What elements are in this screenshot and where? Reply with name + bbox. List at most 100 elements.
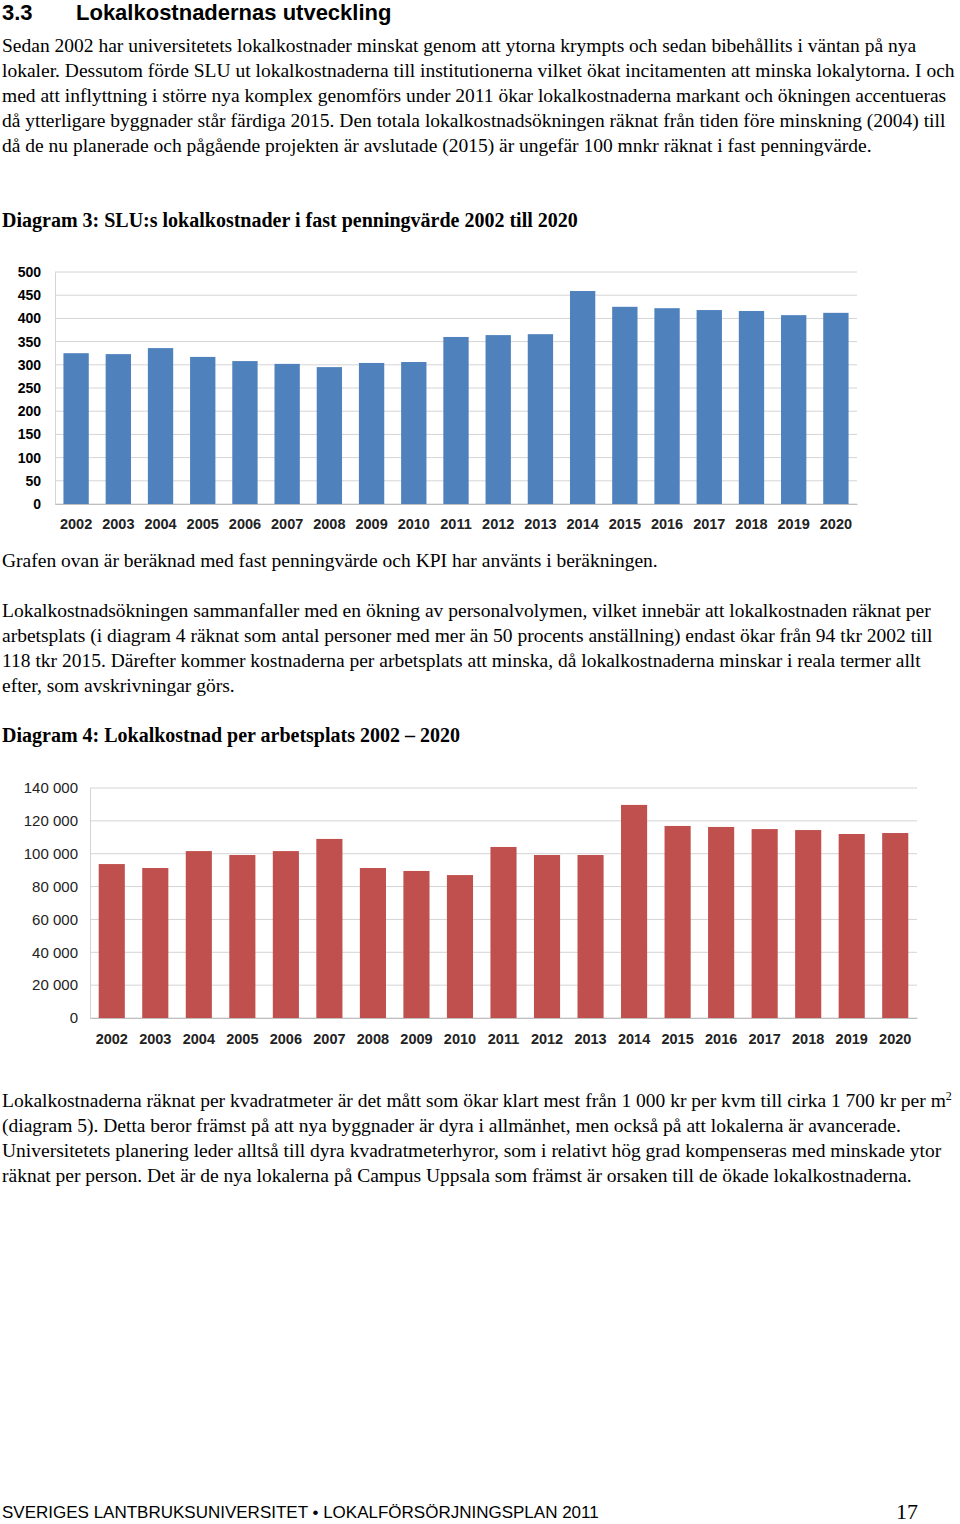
y-tick-label: 150 [18,426,42,442]
bar [486,335,511,504]
x-tick: 2003 [102,504,134,532]
grid-line [90,788,917,789]
y-tick-label: 100 [18,450,42,466]
y-tick: 400 [18,310,55,326]
bar [229,855,255,1018]
bar [570,291,595,504]
y-tick: 100 [18,450,55,466]
x-tick: 2011 [488,1018,519,1047]
x-tick-label: 2019 [778,516,810,532]
x-tick-label: 2006 [270,1031,302,1047]
x-tick: 2020 [820,504,852,532]
paragraph: Grafen ovan är beräknad med fast penning… [2,548,958,573]
x-tick: 2012 [482,504,514,532]
bar [795,830,821,1018]
page-number: 17 [896,1499,918,1524]
grid-line [55,272,857,273]
x-tick: 2017 [749,1018,781,1047]
x-tick: 2005 [187,504,219,532]
y-tick: 250 [18,380,55,396]
y-tick: 60 000 [32,911,90,928]
x-tick-label: 2018 [792,1031,824,1047]
y-tick: 0 [70,1009,90,1026]
x-tick: 2014 [618,1018,650,1047]
y-tick-label: 20 000 [32,976,78,993]
grid [90,788,917,1018]
x-tick: 2008 [357,1018,389,1047]
bar [273,851,299,1018]
x-tick-label: 2004 [183,1031,215,1047]
y-tick: 300 [18,357,55,373]
bar [752,829,778,1018]
x-tick: 2012 [531,1018,563,1047]
footer-text: SVERIGES LANTBRUKSUNIVERSITET • LOKALFÖR… [2,1503,599,1523]
y-tick-label: 450 [18,287,42,303]
x-tick-label: 2016 [705,1031,737,1047]
heading-number: 3.3 [2,0,33,26]
paragraph-text: Lokalkostnaderna räknat per kvadratmeter… [2,1090,946,1111]
x-tick: 2010 [398,504,430,532]
bar [697,310,722,504]
grid [55,272,857,504]
x-tick-label: 2009 [355,516,387,532]
x-tick: 2002 [96,1018,128,1047]
x-axis: 2002200320042005200620072008200920102011… [91,1018,918,1047]
x-tick: 2003 [139,1018,171,1047]
x-tick-label: 2013 [524,516,556,532]
y-tick: 450 [18,287,55,303]
bar [528,334,553,504]
x-tick: 2007 [271,504,303,532]
grid-line [90,820,917,821]
x-tick-label: 2020 [879,1031,911,1047]
bar [317,367,342,504]
chart-title: Diagram 3: SLU:s lokalkostnader i fast p… [2,208,578,233]
x-tick: 2010 [444,1018,476,1047]
x-axis-line [91,1018,918,1019]
bar [403,871,429,1018]
bar [99,864,125,1018]
x-tick-label: 2005 [187,516,219,532]
x-tick: 2004 [144,504,176,532]
bar [401,362,426,504]
y-tick: 140 000 [24,779,90,796]
x-tick: 2019 [778,504,810,532]
bar [823,313,848,504]
bar [316,839,342,1018]
chart: 0501001502002503003504004505002002200320… [0,255,960,545]
bars [63,291,848,504]
x-tick-label: 2008 [357,1031,389,1047]
bar [443,337,468,504]
paragraph: Sedan 2002 har universitetets lokalkostn… [2,33,958,158]
y-tick: 80 000 [32,878,90,895]
bar [190,357,215,504]
chart: 020 00040 00060 00080 000100 000120 0001… [0,770,960,1060]
x-tick-label: 2014 [566,516,598,532]
bar [739,311,764,504]
y-tick-label: 0 [33,496,41,512]
x-tick: 2011 [440,504,471,532]
y-tick-label: 300 [18,357,42,373]
bar [882,833,908,1018]
chart-title: Diagram 4: Lokalkostnad per arbetsplats … [2,723,460,748]
x-tick-label: 2008 [313,516,345,532]
y-tick-label: 250 [18,380,42,396]
bar [148,348,173,504]
x-tick: 2004 [183,1018,215,1047]
x-tick-label: 2002 [60,516,92,532]
y-axis-line [55,273,56,505]
x-tick: 2008 [313,504,345,532]
y-tick: 200 [18,403,55,419]
y-tick-label: 200 [18,403,42,419]
y-tick-label: 100 000 [24,845,78,862]
y-tick: 0 [33,496,55,512]
x-tick-label: 2019 [836,1031,868,1047]
y-tick: 350 [18,334,55,350]
x-tick: 2006 [270,1018,302,1047]
bar [708,827,734,1018]
y-tick: 150 [18,426,55,442]
x-tick-label: 2002 [96,1031,128,1047]
x-tick-label: 2016 [651,516,683,532]
x-tick-label: 2020 [820,516,852,532]
y-tick-label: 140 000 [24,779,78,796]
x-tick-label: 2014 [618,1031,650,1047]
